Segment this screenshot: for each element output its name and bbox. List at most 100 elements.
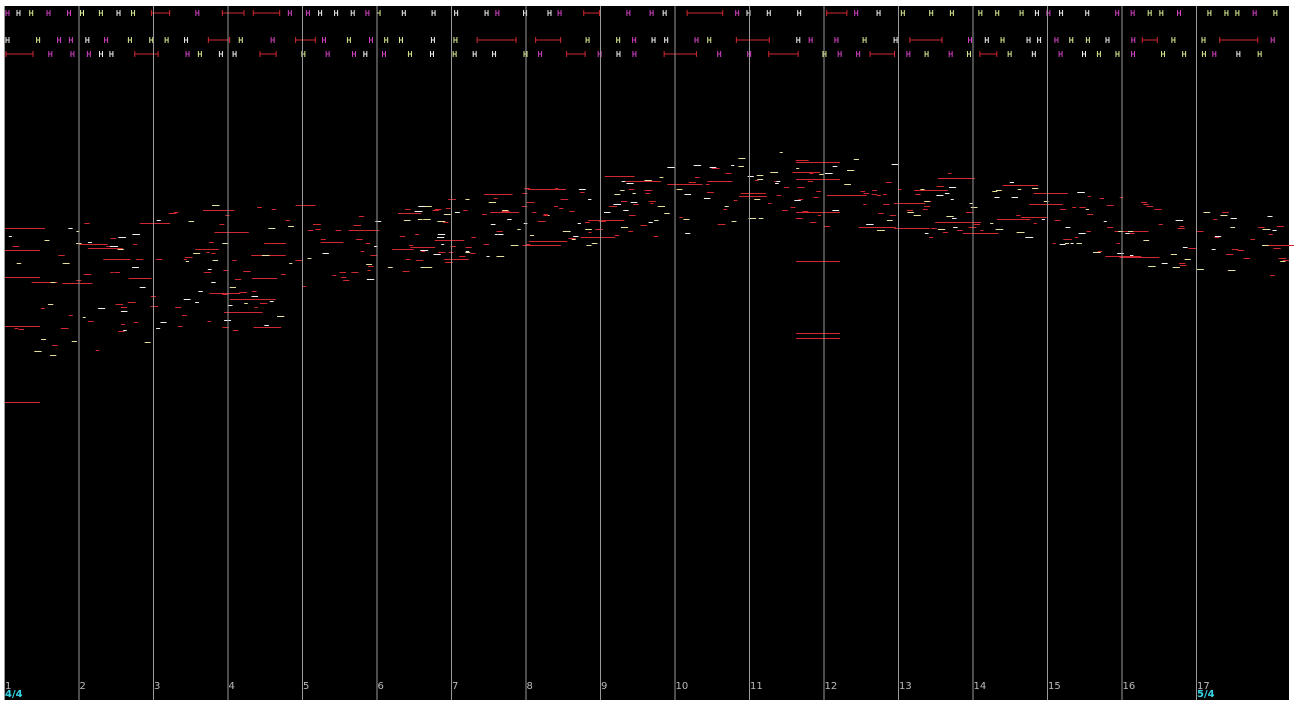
- marker: [16, 10, 21, 16]
- marker: [1182, 51, 1187, 57]
- marker: [232, 51, 237, 57]
- marker: [626, 10, 631, 16]
- marker: [318, 10, 323, 16]
- marker: [401, 10, 406, 16]
- marker-span: [5, 51, 34, 57]
- marker: [717, 51, 722, 57]
- marker: [1096, 51, 1101, 57]
- marker: [929, 10, 934, 16]
- marker: [197, 51, 202, 57]
- marker: [1130, 10, 1135, 16]
- marker: [1177, 10, 1182, 16]
- marker: [149, 37, 154, 43]
- marker: [164, 37, 169, 43]
- marker: [616, 37, 621, 43]
- marker: [906, 51, 911, 57]
- marker: [351, 51, 356, 57]
- marker: [837, 51, 842, 57]
- marker: [334, 10, 339, 16]
- measure-number: 9: [601, 681, 607, 692]
- marker-span: [221, 10, 245, 16]
- marker: [538, 51, 543, 57]
- marker: [270, 37, 275, 43]
- marker: [1058, 51, 1063, 57]
- marker: [1037, 37, 1042, 43]
- marker: [381, 51, 386, 57]
- measure-number: 2: [80, 681, 86, 692]
- marker: [796, 37, 801, 43]
- marker: [1236, 51, 1241, 57]
- marker: [452, 51, 457, 57]
- marker: [1159, 10, 1164, 16]
- marker: [484, 10, 489, 16]
- marker-span: [150, 10, 171, 16]
- marker: [1235, 10, 1240, 16]
- marker: [127, 37, 132, 43]
- marker: [384, 37, 389, 43]
- marker: [1273, 10, 1278, 16]
- marker: [79, 10, 84, 16]
- marker: [694, 37, 699, 43]
- marker: [1059, 10, 1064, 16]
- marker: [900, 10, 905, 16]
- marker: [1054, 37, 1059, 43]
- marker-span: [207, 37, 231, 43]
- notes: [5, 152, 1294, 403]
- marker: [109, 51, 114, 57]
- marker: [557, 10, 562, 16]
- marker-span: [735, 37, 770, 43]
- marker: [1115, 51, 1120, 57]
- marker: [131, 10, 136, 16]
- marker: [547, 10, 552, 16]
- marker: [1115, 10, 1120, 16]
- marker: [36, 37, 41, 43]
- marker: [585, 37, 590, 43]
- marker: [325, 51, 330, 57]
- measure-number: 4: [229, 681, 235, 692]
- marker: [1000, 37, 1005, 43]
- marker: [431, 10, 436, 16]
- measure-number: 10: [676, 681, 689, 692]
- marker: [218, 51, 223, 57]
- marker: [369, 37, 374, 43]
- marker: [949, 10, 954, 16]
- marker-span: [134, 51, 159, 57]
- measure-number: 5: [303, 681, 309, 692]
- marker: [664, 37, 669, 43]
- marker: [350, 10, 355, 16]
- marker-span: [768, 51, 799, 57]
- time-signature: 5/4: [1197, 689, 1215, 700]
- marker-span: [909, 37, 943, 43]
- marker: [85, 37, 90, 43]
- marker: [407, 51, 412, 57]
- marker-span: [252, 10, 281, 16]
- marker: [1147, 10, 1152, 16]
- marker: [398, 37, 403, 43]
- marker: [1212, 51, 1217, 57]
- marker: [632, 37, 637, 43]
- marker: [287, 10, 292, 16]
- marker: [968, 37, 973, 43]
- marker: [1085, 10, 1090, 16]
- marker: [57, 37, 62, 43]
- marker: [1201, 51, 1206, 57]
- marker: [616, 51, 621, 57]
- marker: [856, 51, 861, 57]
- marker: [5, 37, 10, 43]
- marker: [1171, 37, 1176, 43]
- marker: [5, 10, 10, 16]
- marker: [1252, 10, 1257, 16]
- marker-span: [1141, 37, 1158, 43]
- marker: [808, 37, 813, 43]
- marker: [662, 10, 667, 16]
- measure-number: 14: [974, 681, 987, 692]
- marker: [924, 51, 929, 57]
- marker: [978, 10, 983, 16]
- marker: [1069, 37, 1074, 43]
- marker: [1257, 51, 1262, 57]
- marker-span: [979, 51, 998, 57]
- marker: [1019, 10, 1024, 16]
- marker: [495, 10, 500, 16]
- marker-span: [583, 10, 600, 16]
